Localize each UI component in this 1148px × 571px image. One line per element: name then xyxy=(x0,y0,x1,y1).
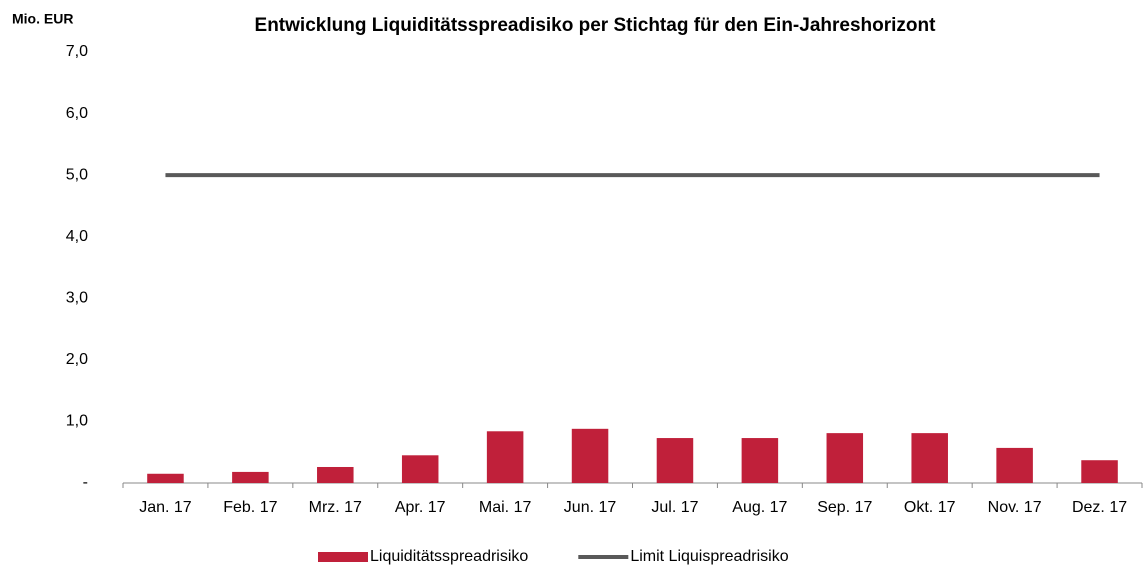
y-tick-label: - xyxy=(83,474,88,491)
y-tick-label: 1,0 xyxy=(66,413,88,430)
x-tick-label: Mai. 17 xyxy=(479,499,532,516)
y-tick-label: 7,0 xyxy=(66,43,88,60)
bar xyxy=(1081,460,1118,483)
bar xyxy=(996,447,1033,483)
x-tick-label: Dez. 17 xyxy=(1072,499,1127,516)
bar xyxy=(656,438,694,483)
x-tick-label: Jun. 17 xyxy=(564,499,617,516)
x-tick-label: Jul. 17 xyxy=(651,499,698,516)
bar xyxy=(401,455,439,483)
y-tick-label: 3,0 xyxy=(66,290,88,307)
bar xyxy=(317,466,354,483)
x-tick-label: Okt. 17 xyxy=(904,499,956,516)
bar xyxy=(911,433,948,483)
y-tick-label: 4,0 xyxy=(66,228,88,245)
x-tick-label: Feb. 17 xyxy=(223,499,277,516)
x-tick-label: Mrz. 17 xyxy=(309,499,362,516)
bar xyxy=(232,471,269,483)
legend-label: Liquiditätsspreadrisiko xyxy=(370,548,528,565)
y-tick-label: 2,0 xyxy=(66,351,88,368)
x-tick-label: Jan. 17 xyxy=(139,499,192,516)
bar xyxy=(486,431,524,483)
legend-swatch xyxy=(318,552,368,562)
legend-label: Limit Liquispreadrisiko xyxy=(630,548,788,565)
x-tick-label: Aug. 17 xyxy=(732,499,787,516)
y-axis-unit: Mio. EUR xyxy=(12,11,73,27)
x-tick-label: Sep. 17 xyxy=(817,499,872,516)
bar xyxy=(571,428,609,483)
bar xyxy=(741,438,779,483)
y-tick-label: 5,0 xyxy=(66,166,88,183)
x-tick-label: Apr. 17 xyxy=(395,499,446,516)
x-tick-label: Nov. 17 xyxy=(988,499,1042,516)
chart-title: Entwicklung Liquiditätsspreadisiko per S… xyxy=(255,15,937,36)
bar xyxy=(147,473,184,483)
bar xyxy=(826,433,864,483)
y-tick-label: 6,0 xyxy=(66,105,88,122)
